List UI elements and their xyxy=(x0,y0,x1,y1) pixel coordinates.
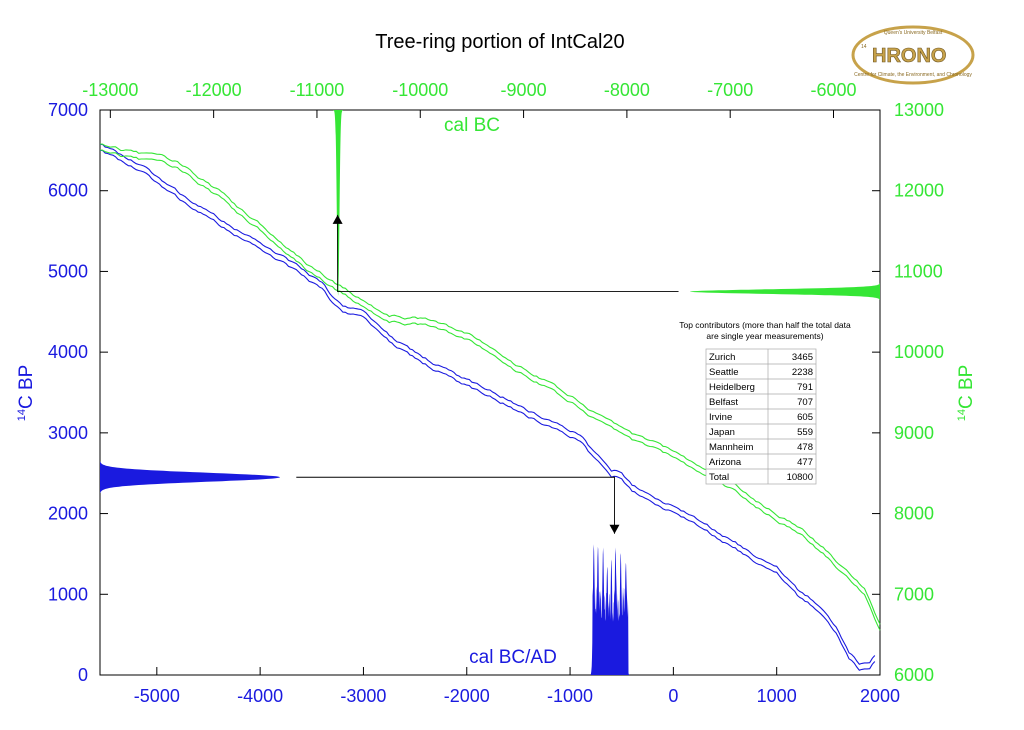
y2-axis-tick-label: 8000 xyxy=(894,504,934,524)
y2-axis-tick-label: 9000 xyxy=(894,423,934,443)
y2-axis-tick-label: 6000 xyxy=(894,665,934,685)
y2-axis-tick-label: 13000 xyxy=(894,100,944,120)
x2-axis-tick-label: -12000 xyxy=(186,80,242,100)
arrow-head xyxy=(332,214,343,224)
y2-axis-tick-label: 12000 xyxy=(894,181,944,201)
y-axis-tick-label: 2000 xyxy=(48,504,88,524)
plot-area xyxy=(99,109,881,676)
x-axis-tick-label: -3000 xyxy=(340,686,386,706)
y-axis-tick-label: 3000 xyxy=(48,423,88,443)
x-axis-tick-label: 2000 xyxy=(860,686,900,706)
logo-text: HRONO xyxy=(872,45,946,67)
x2-axis-tick-label: -11000 xyxy=(290,80,345,100)
x2-axis-tick-label: -6000 xyxy=(810,80,856,100)
table-row-name: Belfast xyxy=(709,397,738,408)
chrono-logo: 14 HRONO Queen's University Belfast Cent… xyxy=(851,25,975,85)
green-arrow xyxy=(337,214,679,293)
x2-axis-tick-label: -8000 xyxy=(604,80,650,100)
table-note-line2: are single year measurements) xyxy=(706,331,823,341)
axis-ticks: -5000 -4000 -3000 -2000 -1000 0 1000 2000-13000… xyxy=(48,80,944,706)
table-note-line1: Top contributors (more than half the tot… xyxy=(679,320,851,330)
blue-c14-distribution xyxy=(100,461,280,493)
y-axis-tick-label: 5000 xyxy=(48,261,88,281)
table-row-name: Zurich xyxy=(709,352,735,363)
table-row-count: 477 xyxy=(797,457,813,468)
y-axis-tick-label: 1000 xyxy=(48,584,88,604)
series-1-line-0 xyxy=(99,143,881,625)
x-axis-tick-label: -1000 xyxy=(547,686,593,706)
y-axis-tick-label: 0 xyxy=(78,665,88,685)
table-row-count: 707 xyxy=(797,397,813,408)
table-row-name: Arizona xyxy=(709,457,742,468)
table-row-count: 3465 xyxy=(792,352,813,363)
contributors-table: Top contributors (more than half the tot… xyxy=(679,320,851,485)
blue-calendar-distribution xyxy=(590,544,630,675)
logo-super: 14 xyxy=(861,44,867,50)
green-c14-distribution xyxy=(690,283,880,300)
series-0-line-0 xyxy=(99,143,876,665)
table-row-count: 559 xyxy=(797,427,813,438)
arrow-head xyxy=(609,524,620,534)
y2-axis-label: 14C BP xyxy=(956,365,977,422)
logo-top-small: Queen's University Belfast xyxy=(884,30,943,36)
y-axis-tick-label: 7000 xyxy=(48,100,88,120)
x2-axis-tick-label: -9000 xyxy=(501,80,547,100)
logo-bottom-small: Centre for Climate, the Environment, and… xyxy=(854,72,972,78)
x-axis-tick-label: 0 xyxy=(668,686,678,706)
table-row-name: Mannheim xyxy=(709,442,753,453)
x2-axis-tick-label: -13000 xyxy=(82,80,138,100)
table-row-name: Irvine xyxy=(709,412,732,423)
x-axis-tick-label: -2000 xyxy=(444,686,490,706)
y2-axis-tick-label: 7000 xyxy=(894,584,934,604)
y2-axis-tick-label: 11000 xyxy=(894,261,943,281)
series-0-line-1 xyxy=(99,149,876,671)
x-axis-tick-label: -4000 xyxy=(237,686,283,706)
x2-axis-label: cal BC xyxy=(444,115,500,136)
plot-frame xyxy=(99,109,881,676)
chart-title: Tree-ring portion of IntCal20 xyxy=(375,31,624,53)
x-axis-tick-label: 1000 xyxy=(757,686,797,706)
table-row-count: 605 xyxy=(797,412,813,423)
x-axis-tick-label: -5000 xyxy=(134,686,180,706)
x2-axis-tick-label: -7000 xyxy=(707,80,753,100)
table-row-count: 10800 xyxy=(787,472,813,483)
y2-axis-tick-label: 10000 xyxy=(894,342,944,362)
table-row-count: 791 xyxy=(797,382,813,393)
y-axis-tick-label: 4000 xyxy=(48,342,88,362)
y-axis-label: 14C BP xyxy=(16,365,37,422)
table-row-count: 2238 xyxy=(792,367,813,378)
x2-axis-tick-label: -10000 xyxy=(392,80,448,100)
table-row-name: Seattle xyxy=(709,367,739,378)
table-row-name: Total xyxy=(709,472,729,483)
y-axis-tick-label: 6000 xyxy=(48,181,88,201)
table-row-name: Heidelberg xyxy=(709,382,755,393)
green-calendar-distribution xyxy=(333,110,344,296)
table-row-name: Japan xyxy=(709,427,735,438)
table-frame xyxy=(705,348,817,485)
series-1-line-1 xyxy=(99,149,881,631)
blue-arrow xyxy=(296,476,615,534)
table-row-count: 478 xyxy=(797,442,813,453)
x-axis-label: cal BC/AD xyxy=(469,647,557,668)
